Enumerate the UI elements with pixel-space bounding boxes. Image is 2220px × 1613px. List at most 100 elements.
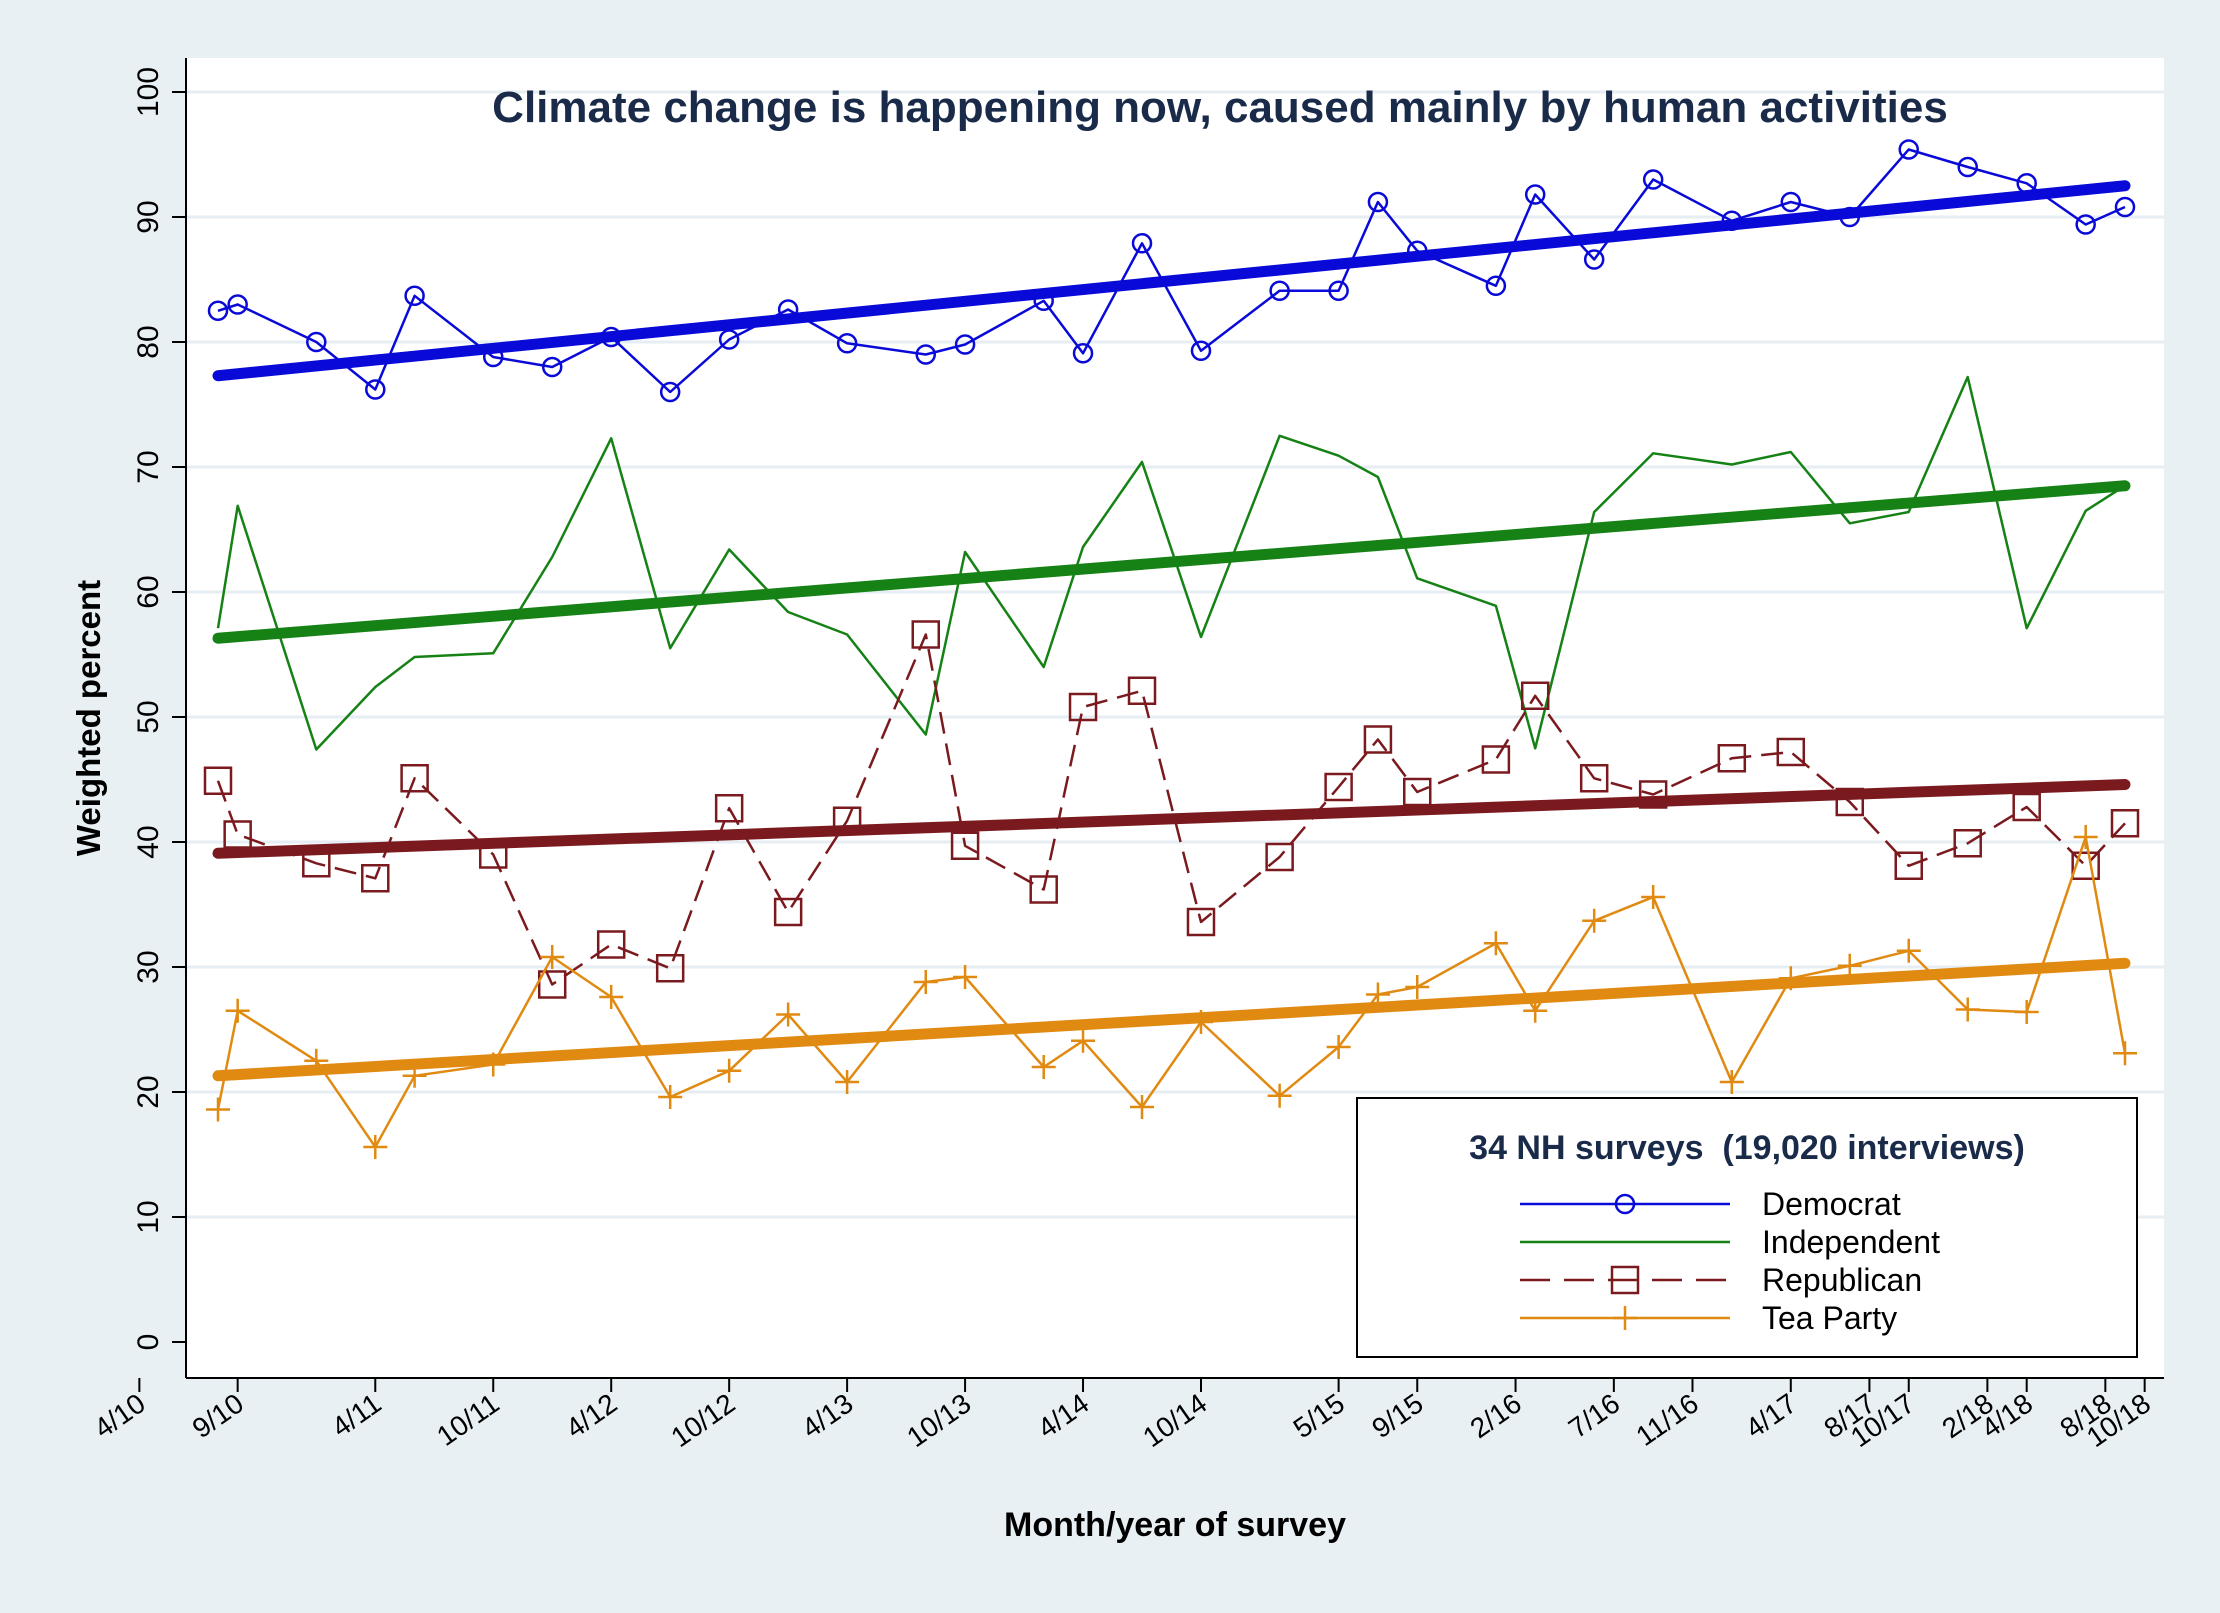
data-point-tea-party	[1719, 1070, 1744, 1094]
data-point-republican	[1953, 829, 1982, 858]
trend-line-independent	[212, 480, 2131, 644]
data-point-republican	[1186, 907, 1216, 937]
data-point-tea-party	[225, 998, 250, 1023]
data-point-republican	[773, 897, 803, 927]
data-point-democrat	[718, 329, 740, 350]
data-point-tea-party	[1326, 1035, 1351, 1059]
data-point-republican	[361, 864, 390, 893]
chart-title: Climate change is happening now, caused …	[492, 83, 1948, 132]
data-point-democrat	[1269, 280, 1290, 301]
trend-line-republican	[212, 779, 2131, 859]
series	[203, 139, 2140, 1159]
x-axis-title: Month/year of survey	[1004, 1506, 1346, 1544]
data-point-tea-party	[913, 970, 938, 994]
legend-label-tea-party: Tea Party	[1762, 1300, 1897, 1336]
legend-label-democrat: Democrat	[1762, 1186, 1901, 1222]
data-point-tea-party	[1071, 1028, 1096, 1053]
series-tea-party	[206, 825, 2137, 1159]
data-point-republican	[537, 970, 567, 999]
data-point-republican	[2110, 809, 2140, 838]
data-point-republican	[1579, 764, 1609, 793]
data-point-tea-party	[599, 985, 624, 1009]
legend-title: 34 NH surveys (19,020 interviews)	[1469, 1129, 2025, 1167]
data-point-tea-party	[2113, 1041, 2137, 1066]
legend-item-independent: Independent	[1520, 1224, 1940, 1260]
data-point-democrat	[365, 379, 386, 400]
legend-item-tea-party: Tea Party	[1520, 1300, 1897, 1336]
legend-item-democrat: Democrat	[1520, 1186, 1901, 1222]
y-tick-label: 20	[132, 1075, 165, 1108]
trend-line-tea-party	[212, 957, 2131, 1082]
data-point-democrat	[1131, 233, 1153, 254]
y-tick-label: 40	[132, 825, 165, 858]
series-republican	[203, 620, 2140, 999]
data-point-republican	[911, 620, 941, 649]
y-tick-label: 70	[132, 450, 165, 483]
data-point-republican	[1520, 681, 1550, 710]
data-point-republican	[203, 766, 233, 795]
data-point-tea-party	[363, 1135, 388, 1159]
data-point-tea-party	[1031, 1055, 1056, 1079]
data-point-republican	[1776, 737, 1806, 767]
data-point-tea-party	[717, 1058, 742, 1083]
series-line-republican	[216, 633, 2126, 986]
data-point-tea-party	[2014, 1000, 2039, 1024]
data-point-democrat	[915, 344, 937, 365]
data-point-republican	[1363, 725, 1393, 754]
data-point-republican	[714, 794, 744, 823]
data-point-democrat	[1957, 156, 1978, 178]
data-point-tea-party	[1896, 938, 1921, 963]
data-point-democrat	[1072, 343, 1094, 364]
data-point-democrat	[1642, 169, 1664, 190]
y-tick-label: 90	[132, 200, 165, 233]
data-point-democrat	[659, 381, 681, 403]
data-point-democrat	[1524, 184, 1546, 205]
data-point-republican	[2071, 851, 2100, 880]
data-point-republican	[596, 930, 626, 959]
data-point-republican	[400, 764, 429, 793]
legend-label-independent: Independent	[1762, 1224, 1940, 1260]
data-point-tea-party	[1405, 975, 1430, 999]
legend-item-republican: Republican	[1520, 1262, 1922, 1298]
data-point-tea-party	[1641, 885, 1666, 909]
data-point-republican	[1481, 745, 1511, 774]
legend-marker-democrat	[1614, 1193, 1636, 1215]
series-independent	[216, 375, 2126, 751]
data-point-democrat	[541, 356, 563, 378]
data-point-democrat	[1583, 249, 1605, 270]
data-point-democrat	[404, 285, 425, 306]
trend-lines	[212, 180, 2131, 1082]
data-point-democrat	[836, 333, 858, 354]
y-tick-label: 50	[132, 700, 165, 733]
y-ticks: 0 10 20 30 40 50 60 70 80 90 100	[132, 67, 186, 1350]
data-point-tea-party	[540, 945, 565, 969]
data-point-democrat	[954, 334, 976, 355]
data-point-tea-party	[206, 1097, 230, 1122]
data-point-democrat	[306, 331, 327, 353]
data-point-republican	[1265, 842, 1294, 872]
data-point-republican	[2012, 792, 2041, 822]
data-point-tea-party	[658, 1085, 683, 1109]
data-point-tea-party	[953, 965, 978, 989]
data-point-republican	[1068, 692, 1098, 722]
data-point-democrat	[2075, 214, 2096, 235]
y-tick-label: 0	[132, 1334, 165, 1351]
series-line-independent	[216, 375, 2126, 751]
data-point-republican	[1638, 780, 1668, 809]
y-tick-label: 60	[132, 575, 165, 608]
data-point-republican	[655, 954, 685, 983]
data-point-democrat	[1780, 191, 1802, 213]
data-point-tea-party	[776, 1002, 801, 1027]
data-point-democrat	[227, 294, 248, 315]
data-point-republican	[1894, 851, 1923, 880]
data-point-tea-party	[1130, 1095, 1155, 1119]
legend-box	[1356, 1097, 2138, 1358]
data-point-tea-party	[1267, 1083, 1292, 1108]
data-point-tea-party	[1837, 953, 1862, 978]
series-line-tea-party	[216, 835, 2127, 1149]
data-point-democrat	[1485, 275, 1507, 296]
legend-marker-tea-party	[1613, 1306, 1637, 1330]
data-point-republican	[1029, 875, 1058, 904]
